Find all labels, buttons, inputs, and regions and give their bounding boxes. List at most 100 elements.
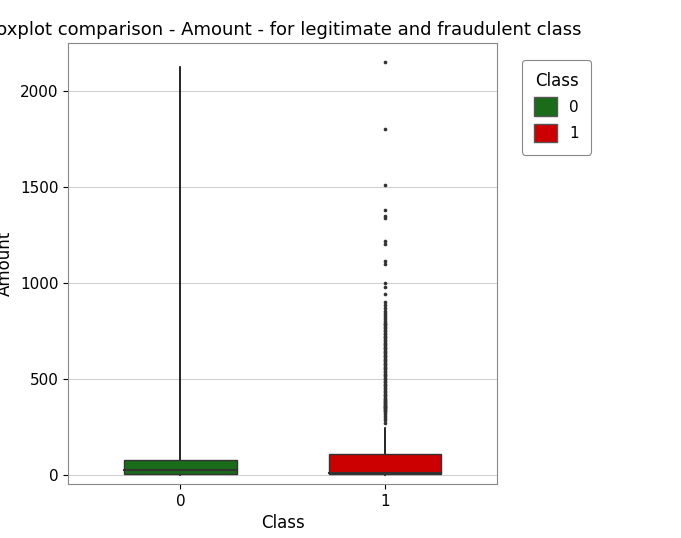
Point	[379, 332, 390, 341]
Point	[379, 349, 390, 358]
Point	[379, 357, 390, 366]
Point	[379, 405, 390, 414]
Point	[379, 399, 390, 408]
Point	[379, 342, 390, 351]
Point	[379, 364, 390, 372]
FancyBboxPatch shape	[124, 460, 237, 473]
Point	[379, 325, 390, 334]
Point	[379, 348, 390, 356]
Point	[379, 365, 390, 374]
Point	[379, 372, 390, 381]
FancyBboxPatch shape	[328, 455, 441, 475]
Point	[379, 392, 390, 401]
Point	[379, 388, 390, 397]
Point	[379, 341, 390, 350]
Point	[379, 282, 390, 291]
Point	[379, 416, 390, 424]
Point	[379, 361, 390, 370]
Point	[379, 350, 390, 359]
Point	[379, 331, 390, 340]
Point	[379, 324, 390, 332]
Point	[379, 380, 390, 389]
Point	[379, 328, 390, 337]
Point	[379, 290, 390, 299]
Point	[379, 321, 390, 330]
Point	[379, 390, 390, 398]
Point	[379, 352, 390, 360]
Point	[379, 259, 390, 268]
Point	[379, 360, 390, 369]
Point	[379, 338, 390, 347]
Point	[379, 279, 390, 287]
Point	[379, 414, 390, 422]
Point	[379, 309, 390, 318]
Point	[379, 311, 390, 320]
Point	[379, 375, 390, 384]
Point	[379, 406, 390, 415]
Point	[379, 346, 390, 355]
Point	[379, 206, 390, 214]
Point	[379, 181, 390, 189]
X-axis label: Class: Class	[261, 514, 304, 533]
Point	[379, 385, 390, 394]
Point	[379, 410, 390, 419]
Point	[379, 313, 390, 322]
Point	[379, 419, 390, 427]
Point	[379, 379, 390, 388]
Point	[379, 382, 390, 391]
Point	[379, 401, 390, 410]
Point	[379, 344, 390, 352]
Point	[379, 125, 390, 133]
Point	[379, 412, 390, 420]
Point	[379, 369, 390, 378]
Title: Boxplot comparison - Amount - for legitimate and fraudulent class: Boxplot comparison - Amount - for legiti…	[0, 20, 582, 39]
Point	[379, 398, 390, 407]
Point	[379, 363, 390, 371]
Point	[379, 339, 390, 348]
Point	[379, 408, 390, 416]
Point	[379, 407, 390, 416]
Point	[379, 336, 390, 344]
Point	[379, 337, 390, 345]
Point	[379, 240, 390, 249]
Point	[379, 366, 390, 375]
Point	[379, 386, 390, 395]
Point	[379, 395, 390, 404]
Point	[379, 397, 390, 405]
Point	[379, 301, 390, 309]
Legend: 0, 1: 0, 1	[522, 60, 591, 154]
Point	[379, 353, 390, 362]
Point	[379, 384, 390, 392]
Y-axis label: Amount: Amount	[0, 231, 14, 296]
Point	[379, 327, 390, 335]
Point	[379, 315, 390, 323]
Point	[379, 334, 390, 343]
Point	[379, 394, 390, 403]
Point	[379, 400, 390, 409]
Point	[379, 404, 390, 413]
Point	[379, 213, 390, 222]
Point	[379, 345, 390, 353]
Point	[379, 402, 390, 411]
Point	[379, 211, 390, 220]
Point	[379, 318, 390, 327]
Point	[379, 236, 390, 245]
Point	[379, 355, 390, 363]
Point	[379, 371, 390, 379]
Point	[379, 306, 390, 315]
Point	[379, 398, 390, 406]
Point	[379, 391, 390, 399]
Point	[379, 303, 390, 312]
Point	[379, 317, 390, 325]
Point	[379, 368, 390, 377]
Point	[379, 323, 390, 331]
Point	[379, 257, 390, 265]
Point	[379, 330, 390, 338]
Point	[379, 358, 390, 367]
Point	[379, 394, 390, 402]
Point	[379, 356, 390, 364]
Point	[379, 378, 390, 386]
Point	[379, 298, 390, 306]
Point	[379, 376, 390, 385]
Point	[379, 373, 390, 382]
